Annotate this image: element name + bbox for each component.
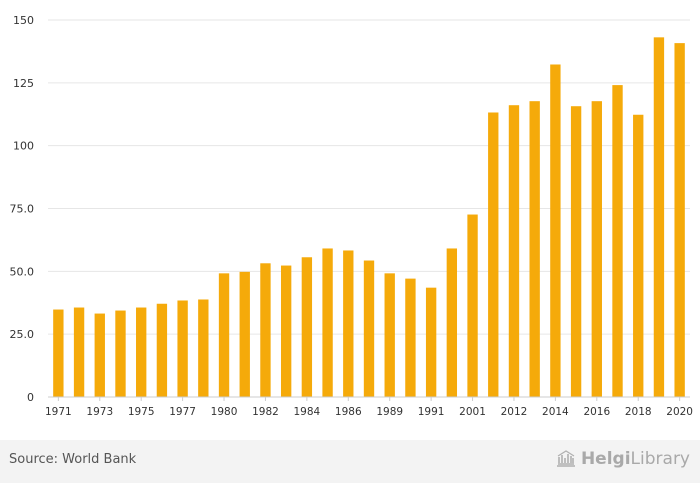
x-tick-label: 1984 (294, 406, 321, 418)
library-logo-icon (556, 450, 575, 467)
y-tick-label: 25.0 (10, 328, 35, 341)
bar-2001[interactable] (467, 214, 478, 397)
x-tick-label: 1982 (252, 406, 279, 418)
bar-2015[interactable] (570, 106, 582, 397)
x-tick-label: 2020 (666, 406, 693, 418)
bar-1980[interactable] (218, 273, 230, 397)
bar-2016[interactable] (591, 101, 602, 397)
bar-1977[interactable] (177, 300, 188, 397)
x-tick-label: 2018 (625, 406, 652, 418)
x-tick-label: 1980 (211, 406, 238, 418)
bar-2012[interactable] (508, 105, 520, 398)
y-tick-label: 50.0 (10, 265, 35, 278)
source-label: Source: World Bank (9, 452, 137, 467)
bar-1985[interactable] (322, 248, 333, 397)
bar-2013[interactable] (529, 101, 540, 397)
x-tick-label: 1975 (128, 406, 155, 418)
brand-logo[interactable]: HelgiLibrary (555, 449, 690, 469)
x-tick-label: 1991 (418, 406, 445, 418)
bars (53, 37, 685, 398)
bar-2002[interactable] (488, 112, 499, 398)
bar-1986[interactable] (343, 250, 354, 397)
x-tick-label: 1971 (45, 406, 72, 418)
bar-1981[interactable] (239, 271, 250, 397)
bar-1991[interactable] (425, 287, 437, 397)
x-tick-label: 2012 (501, 406, 528, 418)
x-tick-label: 2001 (459, 406, 486, 418)
bar-1973[interactable] (94, 313, 105, 397)
bar-2020[interactable] (674, 43, 685, 397)
bar-1975[interactable] (136, 307, 147, 397)
y-tick-label: 125 (13, 77, 34, 90)
brand-name-bold: Helgi (580, 449, 631, 469)
bar-1978[interactable] (198, 299, 209, 397)
footer-bar (0, 440, 700, 483)
bar-2014[interactable] (550, 64, 561, 398)
brand-name-rest: Library (630, 449, 690, 469)
y-tick-label: 75.0 (10, 203, 35, 216)
bar-2017[interactable] (612, 85, 623, 397)
bar-1971[interactable] (53, 309, 64, 397)
x-axis-ticks: 1971 1973 1975 1977 1980 1982 1984 1986 1989 1991… (45, 397, 693, 418)
bar-1987[interactable] (363, 260, 375, 397)
bar-1982[interactable] (260, 263, 271, 397)
bar-1992[interactable] (446, 248, 458, 397)
y-tick-label: 100 (13, 140, 34, 153)
x-tick-label: 2014 (542, 406, 569, 418)
bar-1984[interactable] (301, 257, 313, 397)
y-tick-label: 0 (27, 391, 34, 404)
bar-1989[interactable] (384, 273, 395, 397)
x-tick-label: 2016 (583, 406, 610, 418)
x-tick-label: 1989 (376, 406, 403, 418)
bar-2019[interactable] (653, 37, 665, 397)
y-axis-ticks: 0 25.0 50.0 75.0 100 125 150 (10, 14, 35, 404)
bar-2018[interactable] (633, 114, 644, 397)
bar-1990[interactable] (405, 278, 416, 397)
bar-1983[interactable] (280, 265, 292, 397)
x-tick-label: 1977 (169, 406, 196, 418)
bar-1976[interactable] (156, 303, 168, 397)
x-tick-label: 1973 (86, 406, 113, 418)
y-tick-label: 150 (13, 14, 34, 27)
bar-1972[interactable] (73, 307, 85, 397)
x-tick-label: 1986 (335, 406, 362, 418)
bar-1974[interactable] (115, 310, 126, 397)
